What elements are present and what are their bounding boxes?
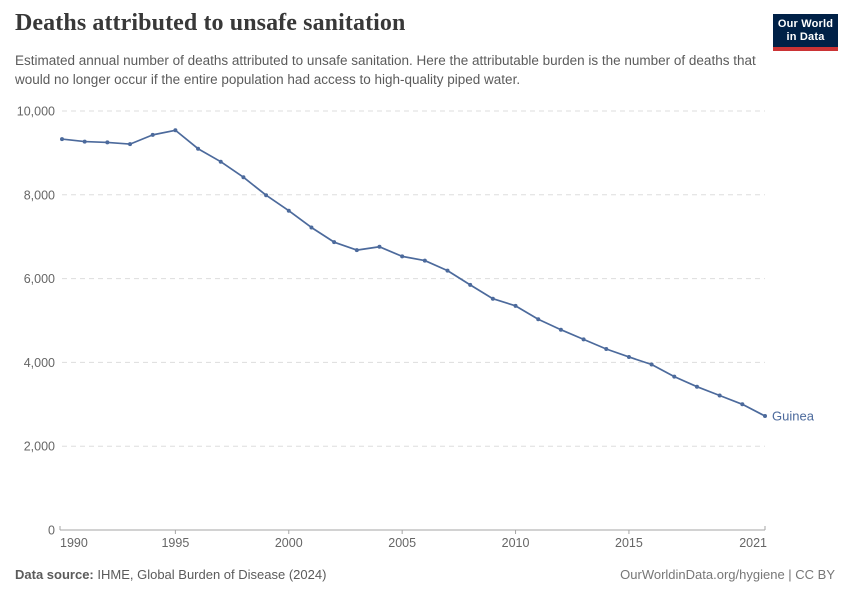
data-point: [196, 146, 201, 151]
data-point: [422, 258, 427, 263]
x-axis-label: 1990: [60, 536, 88, 550]
y-axis-label: 8,000: [24, 188, 55, 202]
chart-footer: Data source: IHME, Global Burden of Dise…: [15, 567, 835, 582]
data-point: [558, 327, 563, 332]
data-point: [377, 244, 382, 249]
data-point: [150, 132, 155, 137]
owid-logo-line2: in Data: [786, 30, 825, 43]
data-point: [694, 384, 699, 389]
data-point: [740, 402, 745, 407]
chart-subtitle: Estimated annual number of deaths attrib…: [15, 53, 756, 87]
data-point: [354, 248, 359, 253]
x-axis-label: 2010: [502, 536, 530, 550]
data-point: [82, 139, 87, 144]
data-point: [332, 240, 337, 245]
data-point: [649, 362, 654, 367]
data-point: [581, 337, 586, 342]
data-point: [536, 317, 541, 322]
data-point: [60, 137, 64, 142]
data-point: [468, 282, 473, 287]
owid-license-link[interactable]: OurWorldinData.org/hygiene | CC BY: [620, 567, 835, 582]
data-point: [604, 346, 609, 351]
owid-logo-line1: Our World: [777, 17, 834, 30]
data-point: [763, 414, 767, 419]
data-point: [717, 393, 722, 398]
data-point: [513, 303, 518, 308]
data-point: [264, 193, 269, 198]
data-point: [128, 142, 133, 147]
x-axis-label: 2000: [275, 536, 303, 550]
y-axis-label: 4,000: [24, 356, 55, 370]
data-point: [286, 208, 291, 213]
x-axis-label: 1995: [161, 536, 189, 550]
entity-label: Guinea: [772, 409, 815, 424]
y-axis-label: 6,000: [24, 272, 55, 286]
line-chart: 0 2,000 4,000 6,000 8,000 10,000 1990 1995 2000 2…: [17, 105, 815, 551]
y-axis-label: 0: [48, 524, 55, 538]
data-point: [490, 296, 495, 301]
x-axis-label: 2015: [615, 536, 643, 550]
page-title: Deaths attributed to unsafe sanitation: [15, 10, 406, 36]
data-source-label: Data source:: [15, 567, 94, 582]
data-source-value: IHME, Global Burden of Disease (2024): [93, 567, 327, 582]
data-source-note: Data source: IHME, Global Burden of Dise…: [15, 567, 326, 582]
data-point: [173, 128, 178, 133]
owid-logo[interactable]: Our World in Data: [773, 14, 838, 51]
data-point: [626, 354, 631, 359]
x-axis-label: 2021: [739, 536, 767, 550]
y-axis-label: 10,000: [17, 105, 55, 119]
y-axis-label: 2,000: [24, 440, 55, 454]
data-point: [218, 159, 223, 164]
data-point: [672, 374, 677, 379]
data-point: [445, 268, 450, 273]
data-point: [400, 254, 405, 259]
data-point: [309, 225, 314, 230]
data-point: [105, 140, 110, 145]
data-point: [241, 175, 246, 180]
data-line: [61, 129, 766, 417]
x-axis-label: 2005: [388, 536, 416, 550]
